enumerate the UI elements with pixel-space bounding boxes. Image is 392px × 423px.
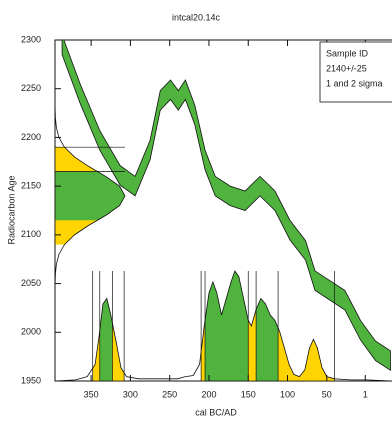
y-tick-label: 1950: [21, 375, 41, 385]
plot-area: [55, 40, 392, 381]
legend-text: 1 and 2 sigma: [326, 78, 383, 88]
x-tick-label: 150: [241, 389, 256, 399]
legend-box: [319, 41, 392, 103]
legend-text: 2140+/-25: [326, 63, 367, 73]
one-sigma-range: [99, 298, 113, 381]
x-tick-label: 1: [363, 389, 368, 399]
y-tick-label: 2250: [21, 83, 41, 93]
legend-text: Sample ID: [326, 48, 369, 58]
calibration-curve: [61, 40, 391, 372]
x-tick-label: 300: [123, 389, 138, 399]
one-sigma-range: [205, 271, 249, 381]
age-distribution: [55, 98, 126, 294]
one-sigma-range: [256, 298, 279, 381]
x-axis-label: cal BC/AD: [195, 407, 237, 417]
one-sigma-age: [55, 171, 125, 221]
y-tick-label: 2050: [21, 278, 41, 288]
y-axis-label: Radiocarbon Age: [6, 175, 16, 244]
x-tick-label: 250: [162, 389, 177, 399]
y-tick-label: 2300: [21, 34, 41, 44]
x-tick-label: 50: [322, 389, 332, 399]
y-tick-label: 2000: [21, 327, 41, 337]
calibrated-distribution: [55, 270, 392, 381]
legend: Sample ID 2140+/-25 1 and 2 sigma: [319, 41, 392, 103]
x-tick-label: 200: [201, 389, 216, 399]
chart-title: intcal20.14c: [172, 12, 221, 22]
x-tick-label: 350: [84, 389, 99, 399]
y-tick-label: 2100: [21, 229, 41, 239]
y-tick-label: 2150: [21, 181, 41, 191]
y-tick-label: 2200: [21, 132, 41, 142]
x-tick-label: 100: [280, 389, 295, 399]
